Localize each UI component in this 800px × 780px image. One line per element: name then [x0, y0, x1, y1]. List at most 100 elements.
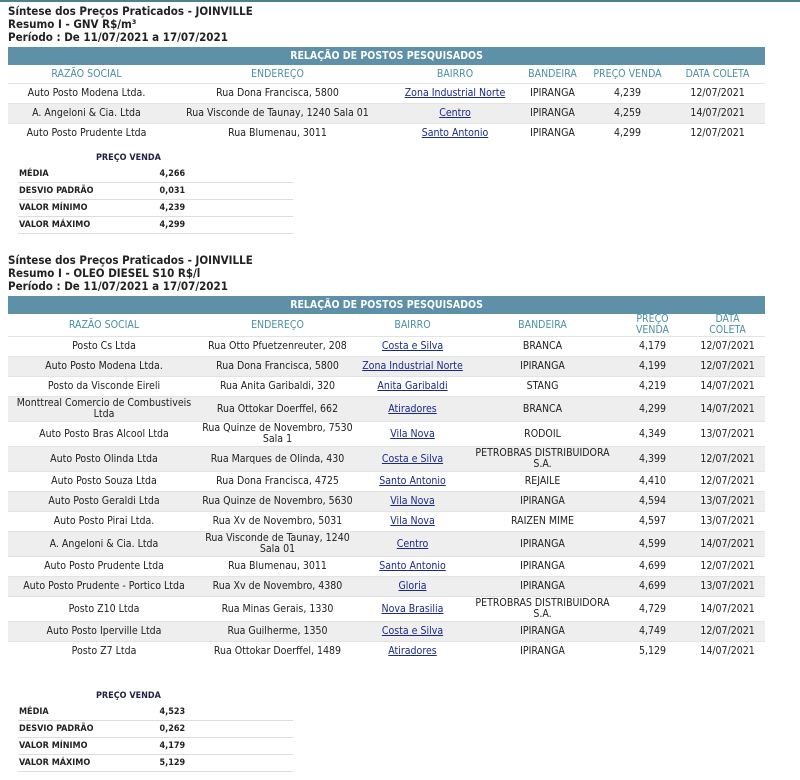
cell-razao-social: Auto Posto Modena Ltda. [8, 83, 165, 104]
report-title: Síntese dos Preços Praticados - JOINVILL… [8, 253, 253, 267]
cell-bairro: Santo Antonio [355, 471, 470, 492]
cell-endereco: Rua Xv de Novembro, 4380 [200, 576, 355, 597]
column-header-preco-venda: PREÇO VENDA [593, 67, 662, 80]
table-row: Posto Z7 Ltda Rua Ottokar Doerffel, 1489 A… [8, 641, 766, 661]
table-row: Auto Posto Bras Alcool Ltda Rua Quinze de… [8, 421, 766, 447]
bairro-link[interactable]: Costa e Silva [381, 452, 444, 465]
bairro-link[interactable]: Zona Industrial Norte [362, 360, 463, 372]
cell-endereco: Rua Minas Gerais, 1330 [200, 596, 355, 622]
column-header-endereco: ENDEREÇO [251, 318, 304, 331]
table-row: Auto Posto Geraldi Ltda Rua Quinze de Nov… [8, 491, 766, 512]
report-period: Período : De 11/07/2021 a 17/07/2021 [8, 30, 228, 44]
cell-bairro: Zona Industrial Norte [390, 83, 520, 104]
cell-bandeira: IPIRANGA [470, 576, 615, 597]
bairro-link[interactable]: Centro [396, 537, 429, 550]
cell-endereco: Rua Dona Francisca, 5800 [165, 83, 390, 104]
cell-preco-venda: 4,349 [615, 421, 690, 447]
cell-razao-social: Auto Posto Iperville Ltda [8, 621, 200, 642]
column-header-razao-social: RAZÃO SOCIAL [68, 318, 140, 331]
cell-data-coleta: 14/07/2021 [670, 103, 766, 124]
stats-gnv: PREÇO VENDA MÉDIA 4,266 DESVIO PADRÃO 0,031 V… [18, 150, 293, 234]
cell-preco-venda: 4,259 [585, 103, 670, 124]
bairro-link[interactable]: Vila Nova [390, 495, 435, 507]
bairro-link[interactable]: Atiradores [388, 645, 437, 657]
bairro-link[interactable]: Santo Antonio [379, 560, 446, 572]
report-diesel-s10: Síntese dos Preços Praticados - JOINVILL… [8, 253, 766, 661]
cell-razao-social: A. Angeloni & Cia. Ltda [8, 103, 165, 124]
table-row: A. Angeloni & Cia. Ltda Rua Visconde de T… [8, 103, 766, 124]
cell-bairro: Gloria [355, 576, 470, 597]
cell-data-coleta: 14/07/2021 [690, 376, 766, 397]
bairro-link[interactable]: Vila Nova [390, 515, 435, 527]
stats-value: 4,299 [155, 216, 293, 234]
table-row: Auto Posto Prudente - Portico Ltda Rua Xv… [8, 576, 766, 597]
table-row: Monttreal Comercio de Combustiveis Ltda R… [8, 396, 766, 422]
stats-row: MÉDIA 4,523 [18, 704, 293, 721]
cell-bairro: Santo Antonio [355, 556, 470, 577]
cell-bairro: Vila Nova [355, 491, 470, 512]
cell-data-coleta: 14/07/2021 [690, 641, 766, 661]
bairro-link[interactable]: Costa e Silva [381, 625, 444, 637]
bairro-link[interactable]: Zona Industrial Norte [404, 87, 506, 99]
cell-bairro: Costa e Silva [355, 446, 470, 472]
cell-preco-venda: 5,129 [615, 641, 690, 661]
cell-bandeira: STANG [470, 376, 615, 397]
cell-razao-social: Auto Posto Prudente - Portico Ltda [8, 576, 200, 597]
stats-row: MÉDIA 4,266 [18, 166, 293, 183]
table-row: Auto Posto Modena Ltda. Rua Dona Francisc… [8, 356, 766, 377]
cell-bairro: Atiradores [355, 396, 470, 422]
table-row: Posto Z10 Ltda Rua Minas Gerais, 1330 Nova… [8, 596, 766, 622]
table-row: Auto Posto Prudente Ltda Rua Blumenau, 30… [8, 123, 766, 143]
bairro-link[interactable]: Anita Garibaldi [377, 380, 448, 392]
bairro-link[interactable]: Nova Brasilia [381, 602, 444, 615]
column-header-bairro: BAIRRO [394, 318, 431, 331]
cell-razao-social: Auto Posto Prudente Ltda [8, 556, 200, 577]
cell-bandeira: IPIRANGA [520, 103, 585, 124]
cell-endereco: Rua Visconde de Taunay, 1240 Sala 01 [200, 531, 355, 557]
bairro-link[interactable]: Gloria [398, 580, 427, 592]
stats-header: PREÇO VENDA [96, 153, 161, 163]
cell-bairro: Atiradores [355, 641, 470, 661]
stats-label: MÉDIA [18, 166, 156, 183]
table-row: Auto Posto Pirai Ltda. Rua Xv de Novembro… [8, 511, 766, 532]
cell-razao-social: Auto Posto Souza Ltda [8, 471, 200, 492]
column-header-bairro: BAIRRO [436, 67, 474, 80]
bairro-link[interactable]: Costa e Silva [381, 340, 444, 352]
cell-endereco: Rua Guilherme, 1350 [200, 621, 355, 642]
cell-bandeira: BRANCA [470, 396, 615, 422]
bairro-link[interactable]: Santo Antonio [421, 127, 489, 139]
cell-preco-venda: 4,299 [615, 396, 690, 422]
cell-bairro: Nova Brasilia [355, 596, 470, 622]
table-row: Posto Cs Ltda Rua Otto Pfuetzenreuter, 20… [8, 336, 766, 357]
cell-endereco: Rua Anita Garibaldi, 320 [200, 376, 355, 397]
cell-preco-venda: 4,179 [615, 336, 690, 357]
cell-preco-venda: 4,399 [615, 446, 690, 472]
bairro-link[interactable]: Atiradores [388, 402, 437, 415]
cell-data-coleta: 12/07/2021 [670, 83, 766, 104]
bairro-link[interactable]: Vila Nova [390, 427, 435, 440]
cell-bandeira: IPIRANGA [470, 356, 615, 377]
cell-data-coleta: 14/07/2021 [690, 596, 766, 622]
cell-razao-social: Auto Posto Modena Ltda. [8, 356, 200, 377]
cell-bandeira: PETROBRAS DISTRIBUIDORA S.A. [470, 596, 615, 622]
cell-razao-social: Posto Cs Ltda [8, 336, 200, 357]
cell-bairro: Centro [355, 531, 470, 557]
bairro-link[interactable]: Santo Antonio [379, 475, 446, 487]
bairro-link[interactable]: Centro [439, 107, 471, 119]
cell-endereco: Rua Visconde de Taunay, 1240 Sala 01 [165, 103, 390, 124]
cell-bandeira: IPIRANGA [470, 531, 615, 557]
stats-label: DESVIO PADRÃO [18, 720, 156, 738]
table-row: A. Angeloni & Cia. Ltda Rua Visconde de T… [8, 531, 766, 557]
cell-endereco: Rua Marques de Olinda, 430 [200, 446, 355, 472]
stats-row: DESVIO PADRÃO 0,031 [18, 182, 293, 200]
table-row: Auto Posto Souza Ltda Rua Dona Francisca,… [8, 471, 766, 492]
cell-data-coleta: 12/07/2021 [670, 123, 766, 143]
cell-preco-venda: 4,699 [615, 556, 690, 577]
stats-label: VALOR MÍNIMO [18, 737, 156, 755]
stats-value: 4,239 [155, 199, 293, 217]
stats-label: MÉDIA [18, 704, 156, 721]
cell-endereco: Rua Quinze de Novembro, 7530 Sala 1 [200, 421, 355, 447]
stats-diesel-s10: PREÇO VENDA MÉDIA 4,523 DESVIO PADRÃO 0,262 V… [18, 688, 293, 772]
report-title: Síntese dos Preços Praticados - JOINVILL… [8, 4, 253, 18]
cell-data-coleta: 14/07/2021 [690, 396, 766, 422]
